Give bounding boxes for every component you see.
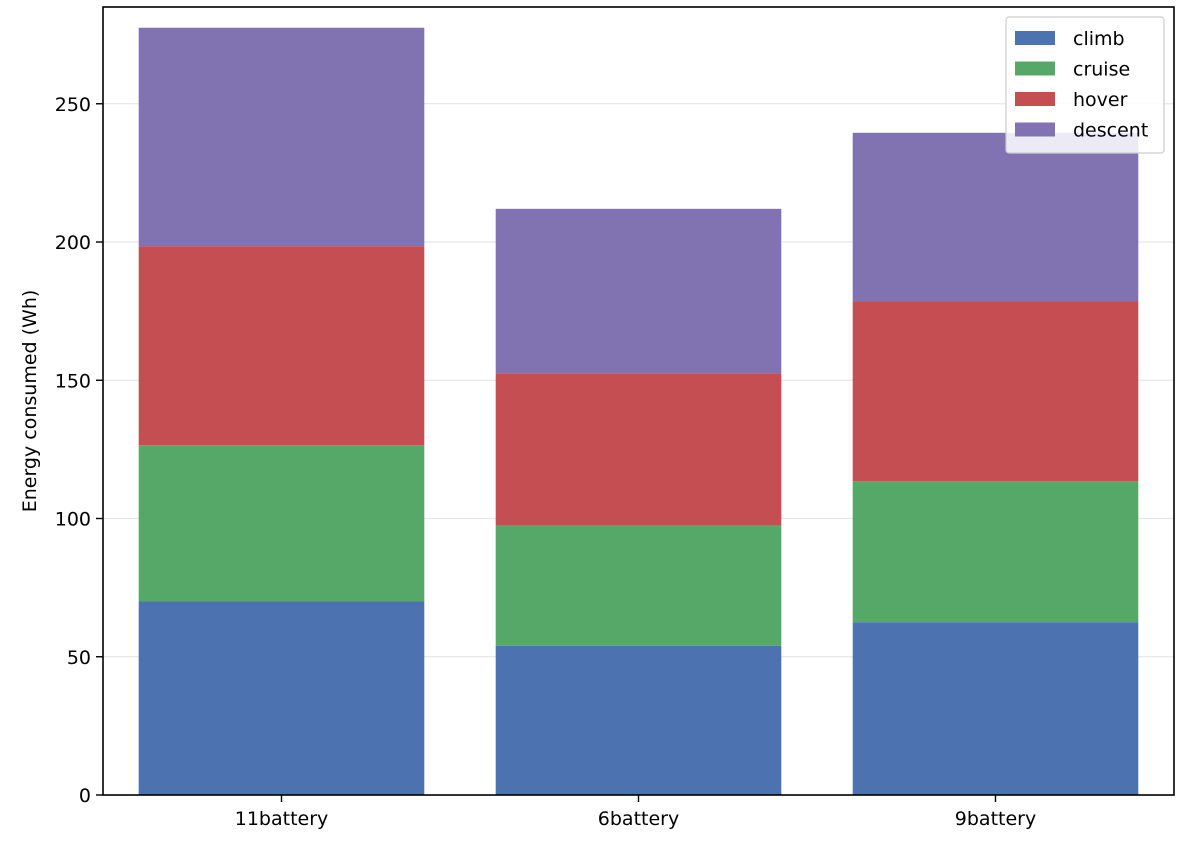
legend-swatch-hover — [1015, 92, 1055, 106]
legend-swatch-climb — [1015, 31, 1055, 45]
x-tick-label: 6battery — [598, 808, 679, 830]
bar-hover-9battery — [852, 301, 1139, 482]
legend-label-descent: descent — [1073, 120, 1148, 142]
bar-descent-9battery — [852, 132, 1139, 302]
y-tick-label: 250 — [55, 94, 91, 116]
y-tick-label: 150 — [55, 370, 91, 392]
bar-hover-6battery — [495, 373, 782, 526]
bar-cruise-11battery — [138, 445, 425, 602]
legend: climb cruise hover descent — [1005, 16, 1165, 154]
bars — [138, 27, 1139, 795]
legend-label-climb: climb — [1073, 28, 1125, 50]
y-axis-label: Energy consumed (Wh) — [19, 290, 41, 513]
y-tick-label: 100 — [55, 509, 91, 531]
legend-swatch-cruise — [1015, 61, 1055, 76]
x-tick-label: 9battery — [955, 808, 1036, 830]
y-tick-label: 0 — [79, 785, 91, 807]
bar-climb-11battery — [138, 601, 425, 795]
y-tick-label: 200 — [55, 232, 91, 254]
legend-label-hover: hover — [1073, 89, 1128, 111]
bar-climb-6battery — [495, 645, 782, 795]
y-tick-label: 50 — [67, 647, 91, 669]
legend-label-cruise: cruise — [1073, 59, 1130, 81]
legend-box — [1005, 16, 1165, 154]
bar-descent-6battery — [495, 208, 782, 374]
bar-climb-9battery — [852, 622, 1139, 795]
y-axis: 0 50 100 150 200 250 — [55, 94, 103, 807]
legend-swatch-descent — [1015, 122, 1055, 137]
x-tick-label: 11battery — [235, 808, 329, 830]
bar-cruise-6battery — [495, 525, 782, 646]
x-axis: 11battery 6battery 9battery — [235, 795, 1036, 830]
bar-hover-11battery — [138, 246, 425, 446]
bar-cruise-9battery — [852, 481, 1139, 623]
bar-descent-11battery — [138, 27, 425, 247]
